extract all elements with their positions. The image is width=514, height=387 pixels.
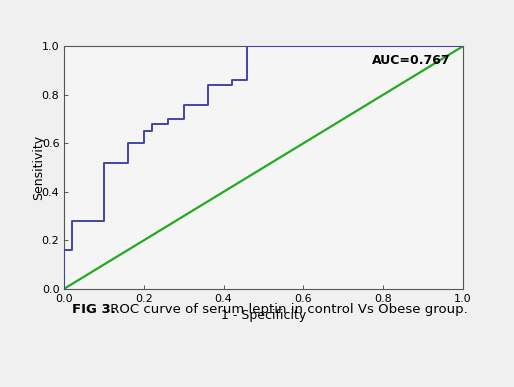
- Text: ROC curve of serum leptin in control Vs Obese group.: ROC curve of serum leptin in control Vs …: [106, 303, 468, 316]
- Y-axis label: Sensitivity: Sensitivity: [32, 135, 45, 200]
- Text: FIG 3.: FIG 3.: [72, 303, 116, 316]
- X-axis label: 1 - Specificity: 1 - Specificity: [221, 309, 306, 322]
- Text: AUC=0.767: AUC=0.767: [372, 54, 451, 67]
